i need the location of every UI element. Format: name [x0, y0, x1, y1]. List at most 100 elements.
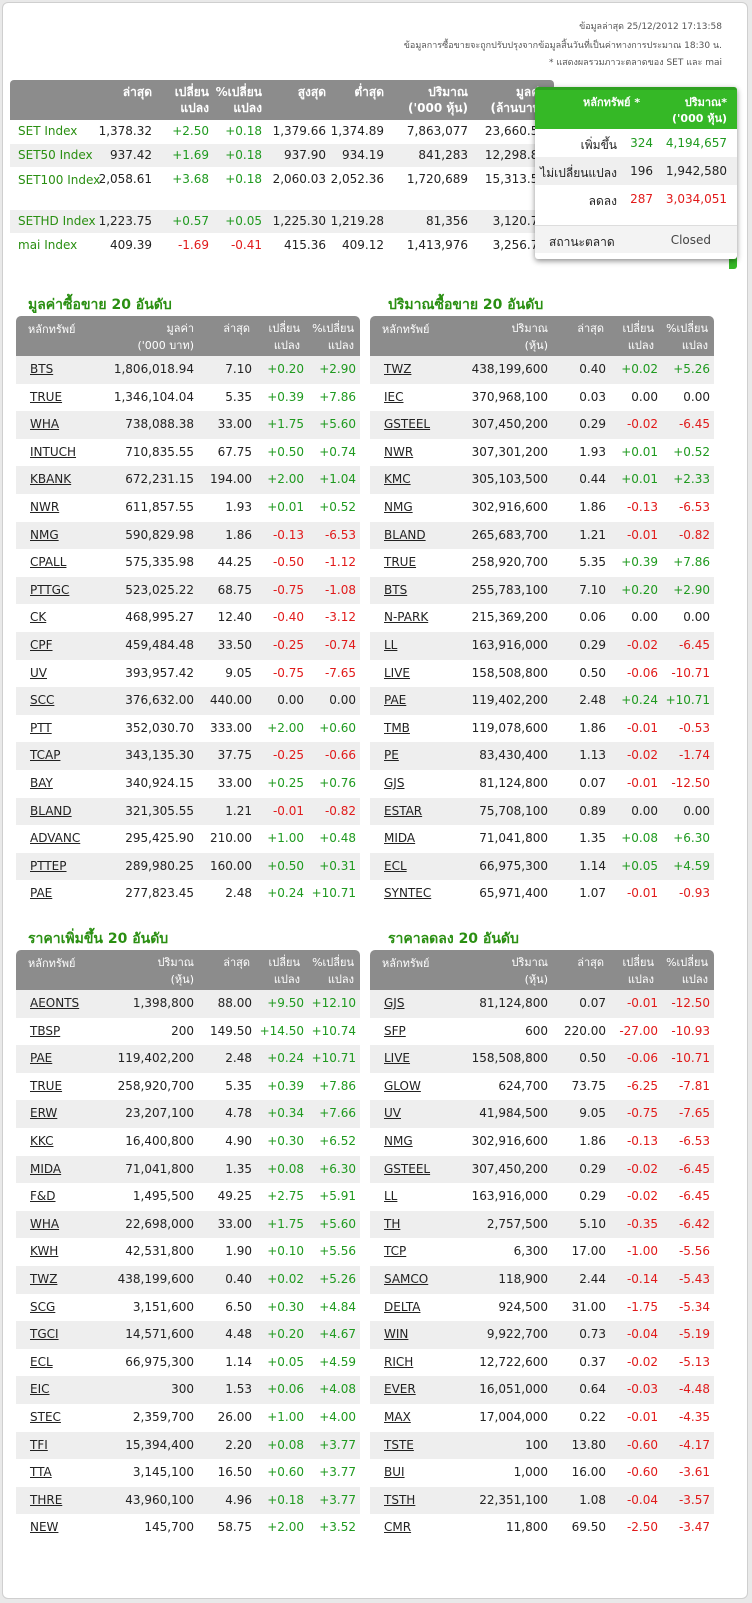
symbol-link[interactable]: BTS [30, 362, 54, 376]
symbol-link[interactable]: SAMCO [384, 1271, 429, 1286]
symbol-link[interactable]: GLOW [384, 1078, 421, 1093]
symbol-link[interactable]: PE [384, 748, 399, 763]
top-value-cell: 468,995.27 [125, 610, 194, 625]
symbol-link[interactable]: TBSP [30, 1023, 61, 1038]
symbol-link[interactable]: BAY [30, 775, 53, 790]
symbol-link[interactable]: NWR [384, 444, 414, 459]
symbol-link[interactable]: CPF [30, 637, 53, 652]
symbol-link[interactable]: KBANK [30, 472, 72, 487]
symbol-link[interactable]: PAE [30, 1051, 53, 1066]
index-name-link[interactable]: SET100 Index [18, 173, 101, 187]
symbol-link[interactable]: LIVE [384, 1051, 411, 1066]
symbol-link[interactable]: NWR [30, 499, 60, 514]
symbol-link[interactable]: IEC [384, 389, 404, 404]
index-name-link[interactable]: SET Index [18, 124, 78, 138]
symbol-link[interactable]: DELTA [384, 1299, 421, 1314]
symbol-link[interactable]: UV [384, 1106, 401, 1121]
symbol-link[interactable]: BLAND [384, 527, 426, 542]
symbol-link[interactable]: TMB [384, 720, 410, 735]
symbol-link[interactable]: WHA [30, 1216, 60, 1231]
index-name-link[interactable]: mai Index [18, 238, 78, 252]
symbol-link[interactable]: EVER [384, 1382, 416, 1397]
symbol-link[interactable]: TRUE [30, 1078, 63, 1093]
symbol-link[interactable]: TWZ [384, 362, 412, 376]
symbol-link[interactable]: TTA [30, 1465, 52, 1480]
symbol-link[interactable]: WHA [30, 417, 60, 432]
symbol-link[interactable]: NMG [384, 499, 413, 514]
symbol-link[interactable]: TSTE [384, 1437, 414, 1452]
symbol-link[interactable]: KMC [384, 472, 411, 487]
symbol-link[interactable]: MAX [384, 1409, 411, 1424]
symbol-link[interactable]: STEC [30, 1409, 61, 1424]
top-volume-header: หลักทรัพย์ ปริมาณ (หุ้น) ล่าสุด เปลี่ยน แปลง%… [370, 316, 714, 356]
symbol-link[interactable]: ESTAR [384, 803, 423, 818]
symbol-link[interactable]: SFP [384, 1023, 406, 1038]
symbol-link[interactable]: BLAND [30, 803, 72, 818]
symbol-link[interactable]: SCC [30, 693, 55, 708]
symbol-link[interactable]: TRUE [384, 555, 417, 570]
top-value-cell: -0.01 [272, 803, 304, 818]
symbol-link[interactable]: ECL [30, 1354, 53, 1369]
symbol-link[interactable]: CK [30, 610, 47, 625]
top-losers-row: TH 2,757,500 5.10 -0.35 -6.42 [370, 1210, 714, 1239]
symbol-link[interactable]: TWZ [30, 1271, 58, 1286]
symbol-link[interactable]: TGCI [30, 1327, 59, 1342]
symbol-link[interactable]: GSTEEL [384, 417, 431, 432]
symbol-link[interactable]: RICH [384, 1354, 414, 1369]
symbol-link[interactable]: INTUCH [30, 444, 77, 459]
symbol-link[interactable]: PTTGC [30, 582, 70, 597]
top-losers-header-line1: เปลี่ยน [622, 956, 654, 969]
symbol-link[interactable]: BUI [384, 1465, 405, 1480]
symbol-link[interactable]: MIDA [384, 831, 416, 846]
top-gainers-cell: +4.84 [319, 1299, 356, 1314]
symbol-link[interactable]: EIC [30, 1382, 50, 1397]
symbol-link[interactable]: PTT [30, 720, 52, 735]
symbol-link[interactable]: KWH [30, 1244, 59, 1259]
symbol-link[interactable]: N-PARK [384, 610, 429, 625]
symbol-link[interactable]: GJS [384, 775, 405, 790]
symbol-link[interactable]: PAE [384, 693, 407, 708]
index-val: 15,313.58 [484, 172, 546, 186]
symbol-link[interactable]: TFI [30, 1437, 48, 1452]
top-value-cell: +0.74 [319, 444, 356, 459]
summary-volume: 1,942,580 [665, 164, 727, 178]
symbol-link[interactable]: ADVANC [30, 831, 81, 846]
top-volume-header-col: ล่าสุด [577, 320, 604, 337]
symbol-link[interactable]: TSTH [384, 1492, 416, 1507]
symbol-link[interactable]: AEONTS [30, 996, 80, 1010]
symbol-link[interactable]: SYNTEC [384, 886, 432, 901]
symbol-link[interactable]: MIDA [30, 1161, 62, 1176]
top-value-row: NMG 590,829.98 1.86 -0.13 -6.53 [16, 521, 360, 550]
top-gainers-cell: 42,531,800 [125, 1244, 194, 1259]
top-gainers-cell: 0.40 [225, 1271, 252, 1286]
symbol-link[interactable]: LL [384, 637, 398, 652]
symbol-link[interactable]: GJS [384, 996, 405, 1010]
symbol-link[interactable]: KKC [30, 1133, 54, 1148]
symbol-link[interactable]: THRE [30, 1492, 63, 1507]
symbol-link[interactable]: CMR [384, 1520, 412, 1535]
symbol-link[interactable]: TCAP [30, 748, 61, 763]
symbol-link[interactable]: TRUE [30, 389, 63, 404]
symbol-link[interactable]: LIVE [384, 665, 411, 680]
symbol-link[interactable]: ECL [384, 858, 407, 873]
symbol-link[interactable]: TCP [384, 1244, 407, 1259]
symbol-link[interactable]: SCG [30, 1299, 56, 1314]
symbol-link[interactable]: ERW [30, 1106, 58, 1121]
symbol-link[interactable]: PTTEP [30, 858, 67, 873]
symbol-link[interactable]: F&D [30, 1189, 56, 1204]
index-name-link[interactable]: SETHD Index [18, 214, 96, 228]
symbol-link[interactable]: NMG [30, 527, 59, 542]
top-losers-cell: -0.02 [626, 1161, 658, 1176]
symbol-link[interactable]: TH [384, 1216, 401, 1231]
symbol-link[interactable]: GSTEEL [384, 1161, 431, 1176]
top-gainers-cell: +0.20 [267, 1327, 304, 1342]
symbol-link[interactable]: NEW [30, 1520, 59, 1535]
index-name-link[interactable]: SET50 Index [18, 148, 93, 162]
symbol-link[interactable]: PAE [30, 886, 53, 901]
symbol-link[interactable]: NMG [384, 1133, 413, 1148]
symbol-link[interactable]: WIN [384, 1327, 409, 1342]
symbol-link[interactable]: CPALL [30, 555, 67, 570]
symbol-link[interactable]: BTS [384, 582, 408, 597]
symbol-link[interactable]: UV [30, 665, 47, 680]
symbol-link[interactable]: LL [384, 1189, 398, 1204]
